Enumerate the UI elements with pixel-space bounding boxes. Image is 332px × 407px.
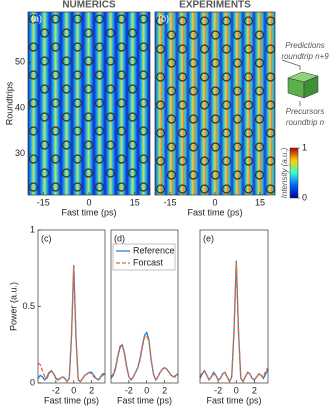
prediction-markers bbox=[28, 12, 150, 195]
colorbar-label: Intensity (a.u.) bbox=[280, 147, 289, 198]
y-tick-label: 50 bbox=[15, 57, 25, 67]
x-tick-label: -2 bbox=[52, 385, 60, 395]
y-tick-label: 0.5 bbox=[22, 301, 35, 311]
panel-label: (e) bbox=[203, 233, 214, 243]
x-tick-label: -2 bbox=[125, 385, 133, 395]
axes-frame bbox=[199, 229, 269, 384]
axes-frame bbox=[110, 229, 179, 384]
x-tick-label: 0 bbox=[71, 385, 76, 395]
x-tick-label: 0 bbox=[234, 385, 239, 395]
colorbar bbox=[289, 147, 299, 199]
annotation: Predictions bbox=[285, 41, 325, 50]
colorbar-tick-label: 0 bbox=[302, 192, 307, 202]
x-axis-label: Fast time (ps) bbox=[44, 395, 99, 405]
x-tick-label: 15 bbox=[130, 197, 140, 207]
series-line bbox=[37, 265, 105, 383]
x-tick-label: -2 bbox=[214, 385, 222, 395]
y-axis-label: Power (a.u.) bbox=[8, 282, 18, 331]
x-tick-label: 2 bbox=[162, 385, 167, 395]
panel-label: (d) bbox=[114, 233, 125, 243]
x-axis-label: Fast time (ps) bbox=[61, 207, 116, 217]
legend-box bbox=[112, 243, 176, 271]
network-icon bbox=[281, 59, 319, 106]
x-tick-label: 2 bbox=[89, 385, 94, 395]
x-tick-label: 15 bbox=[255, 197, 265, 207]
x-tick-label: 0 bbox=[144, 385, 149, 395]
y-tick-label: 1 bbox=[30, 224, 35, 234]
plot-area bbox=[38, 230, 105, 383]
series-line bbox=[37, 266, 106, 383]
x-axis-label: Fast time (ps) bbox=[117, 395, 172, 405]
y-tick-label: 0 bbox=[30, 377, 35, 387]
x-tick-label: -15 bbox=[37, 197, 50, 207]
prediction-markers bbox=[155, 12, 275, 195]
x-axis-label: Fast time (ps) bbox=[206, 395, 261, 405]
x-tick-label: -15 bbox=[163, 197, 176, 207]
panel-title: EXPERIMENTS bbox=[179, 0, 251, 11]
x-tick-label: 0 bbox=[212, 197, 217, 207]
x-tick-label: 2 bbox=[252, 385, 257, 395]
series-line bbox=[199, 262, 269, 383]
series-line bbox=[110, 334, 179, 382]
annotation: roundtrip n+9 bbox=[281, 52, 329, 61]
x-axis-label: Fast time (ps) bbox=[187, 207, 242, 217]
annotation: Precursors bbox=[286, 107, 325, 116]
plot-area bbox=[200, 230, 268, 383]
y-tick-label: 30 bbox=[15, 148, 25, 158]
colorbar-tick-label: 1 bbox=[302, 142, 307, 152]
legend-label: Forcast bbox=[133, 257, 164, 267]
x-tick-label: 0 bbox=[86, 197, 91, 207]
annotation: roundtrip n bbox=[286, 118, 325, 127]
panel-label: (c) bbox=[41, 233, 52, 243]
panel-label: (b) bbox=[158, 13, 169, 23]
y-tick-label: 40 bbox=[15, 102, 25, 112]
panel-title: NUMERICS bbox=[62, 0, 116, 11]
panel-label: (a) bbox=[31, 13, 42, 23]
y-axis-label: Roundtrips bbox=[4, 81, 14, 125]
legend-label: Reference bbox=[133, 245, 175, 255]
